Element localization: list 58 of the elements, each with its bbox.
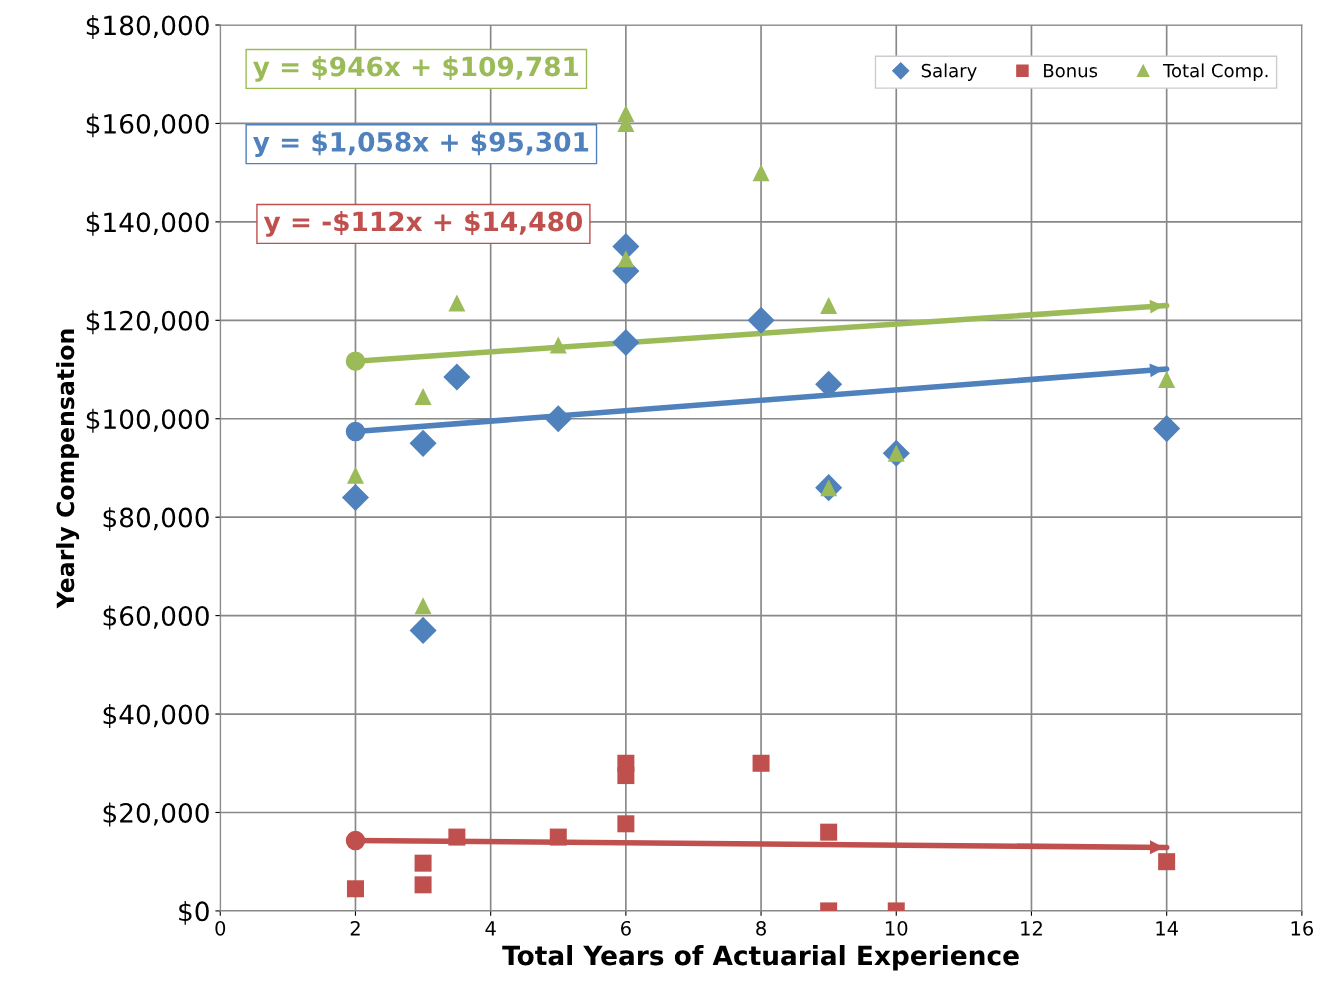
point [544,405,572,433]
x-tick-label: 4 [485,921,496,936]
point [409,429,437,457]
point [346,880,364,898]
point [752,164,770,182]
y-tick-label: $180,000 [86,15,209,39]
point [820,823,838,841]
x-tick-label: 2 [350,920,360,936]
point [1158,853,1176,871]
point [549,336,567,354]
x-tick-label: 16 [1291,920,1313,936]
point [448,294,466,312]
point [617,250,635,268]
point [345,351,366,371]
x-tick-label: 8 [756,920,766,936]
y-tick-label: $0 [179,900,209,925]
point [345,830,366,851]
x-axis-title: Total Years of Actuarial Experience [502,945,1019,971]
x-tick-label: 0 [215,920,226,936]
point [617,815,635,833]
y-tick-label: $40,000 [103,704,209,728]
y-tick-label: $140,000 [86,211,209,236]
point [414,597,432,615]
point [815,370,843,398]
legend-label: Total Comp. [1162,63,1268,81]
point [414,854,432,872]
point [443,363,471,391]
y-axis-title: Yearly Compensation [56,329,80,609]
point [747,306,775,334]
point [341,483,370,512]
point [1153,415,1181,443]
y-tick-label: $80,000 [103,507,209,532]
x-tick-label: 10 [886,920,908,936]
point [414,388,432,406]
point [820,297,838,315]
point [448,828,466,846]
legend-label: Bonus [1044,63,1098,78]
legend-label: Salary [921,63,977,81]
point [612,328,640,356]
point [752,754,770,772]
point [345,421,366,442]
y-tick-label: $20,000 [103,802,209,827]
y-tick-label: $60,000 [103,605,209,630]
annotation: y = -$112x + $14,480 [263,211,583,237]
x-tick-label: 12 [1021,920,1042,936]
point [617,767,635,785]
point [346,466,364,484]
point [1158,370,1176,388]
x-tick-label: 14 [1156,921,1178,936]
annotation: y = $1,058x + $95,301 [253,131,589,158]
point [414,876,432,894]
y-tick-label: $120,000 [86,310,209,335]
x-tick-label: 6 [621,920,631,936]
point [409,616,437,644]
y-tick-label: $160,000 [86,113,209,138]
annotation: y = $946x + $109,781 [253,56,579,82]
y-tick-label: $100,000 [86,408,209,433]
point [549,828,567,846]
